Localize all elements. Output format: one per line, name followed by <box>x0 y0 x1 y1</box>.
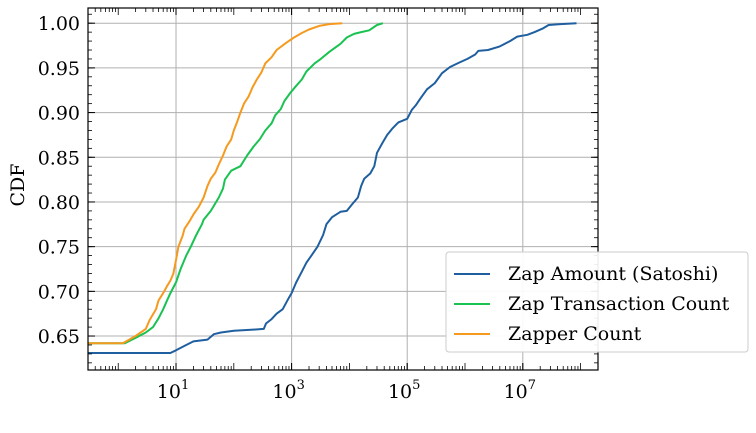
x-tick-base: 10 <box>157 381 181 403</box>
y-tick-label: 0.80 <box>38 192 80 214</box>
y-tick-label: 0.65 <box>38 326 80 348</box>
x-tick-exponent: 7 <box>528 378 536 393</box>
x-tick-base: 10 <box>388 381 412 403</box>
y-tick-label: 1.00 <box>38 13 80 35</box>
y-tick-label: 0.85 <box>38 147 80 169</box>
legend: Zap Amount (Satoshi) Zap Transaction Coun… <box>445 251 749 353</box>
tick-labels: 101 103 105 1070.650.700.750.800.850.900.95… <box>38 13 536 403</box>
y-tick-label: 0.70 <box>38 281 80 303</box>
legend-label: Zap Transaction Count <box>508 293 730 315</box>
x-tick-base: 10 <box>272 381 296 403</box>
series-layer <box>88 22 577 354</box>
series-line-1 <box>88 22 577 354</box>
y-axis-label: CDF <box>7 164 29 207</box>
legend-label: Zap Amount (Satoshi) <box>508 263 718 285</box>
x-tick-exponent: 1 <box>181 378 189 393</box>
x-tick-exponent: 5 <box>412 378 420 393</box>
series-line-2 <box>88 22 384 345</box>
axis-ticks <box>87 8 599 370</box>
x-tick-exponent: 3 <box>297 378 305 393</box>
legend-label: Zapper Count <box>508 323 642 345</box>
y-tick-label: 0.95 <box>38 58 80 80</box>
series-line-3 <box>88 22 343 345</box>
x-tick-label: 107 <box>504 378 536 403</box>
plot-frame <box>87 7 599 371</box>
legend-box <box>445 251 749 353</box>
grid-lines <box>88 8 598 370</box>
x-tick-label: 105 <box>388 378 420 403</box>
x-tick-label: 101 <box>157 378 189 403</box>
x-tick-label: 103 <box>272 378 304 403</box>
y-tick-label: 0.75 <box>38 237 80 259</box>
y-tick-label: 0.90 <box>38 103 80 125</box>
x-tick-base: 10 <box>504 381 528 403</box>
